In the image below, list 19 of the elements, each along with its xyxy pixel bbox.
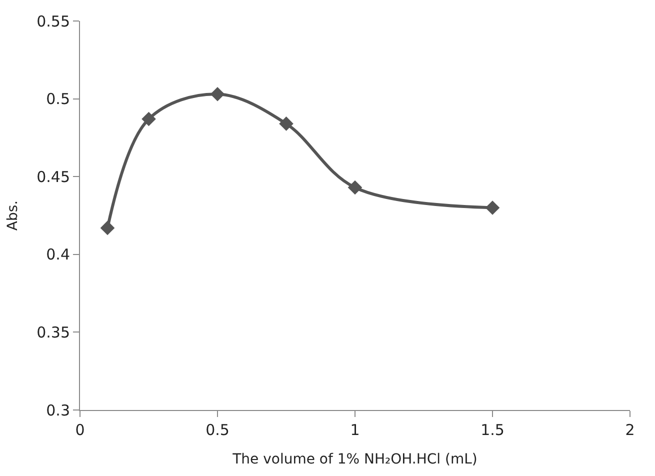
- y-tick-label: 0.4: [46, 246, 70, 264]
- x-tick-label: 0.5: [206, 421, 230, 439]
- point: [142, 112, 156, 126]
- point: [279, 116, 294, 131]
- point: [485, 200, 500, 215]
- point: [100, 220, 115, 236]
- y-tick-label: 0.5: [46, 90, 70, 108]
- y-tick-label: 0.45: [36, 168, 70, 186]
- point: [210, 86, 225, 102]
- y-tick-label: 0.35: [36, 323, 70, 342]
- y-tick-label: 0.55: [36, 12, 70, 30]
- x-axis-title: The volume of 1% NH₂OH.HCl (mL): [232, 451, 478, 468]
- x-tick-label: 2: [625, 421, 635, 439]
- y-tick-label: 0.3: [46, 401, 70, 420]
- point: [348, 180, 362, 195]
- x-tick-label: 0: [75, 421, 85, 439]
- x-tick-label: 1.5: [480, 421, 504, 439]
- x-tick-label: 1: [350, 421, 360, 439]
- y-axis-title: Abs.: [5, 200, 22, 231]
